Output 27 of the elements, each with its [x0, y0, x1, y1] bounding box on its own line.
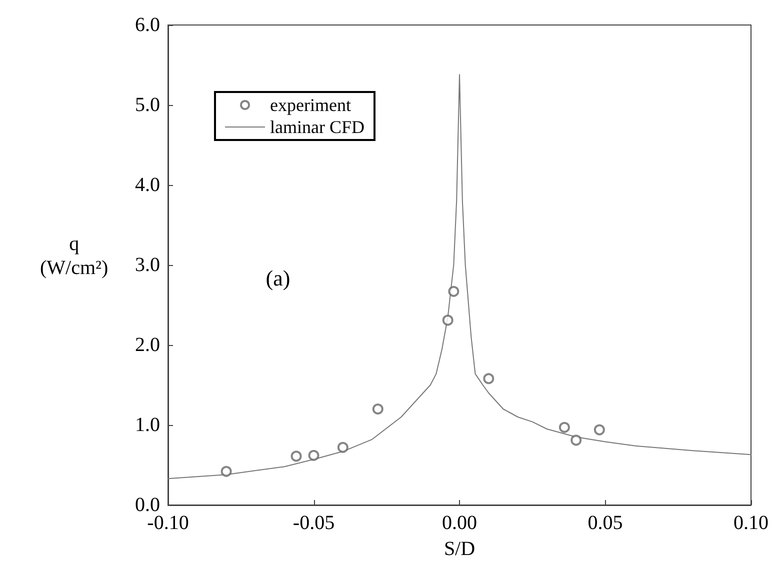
point — [483, 373, 494, 384]
x-tick-label: 0.05 — [588, 512, 623, 534]
legend-label: laminar CFD — [270, 117, 364, 137]
y-tick-label: 2.0 — [135, 334, 160, 356]
legend-label: experiment — [270, 95, 351, 115]
annotation: (a) — [266, 266, 290, 290]
x-tick-label: 0.10 — [734, 512, 768, 534]
point — [308, 450, 320, 461]
point — [290, 450, 302, 462]
y-tick-label: 3.0 — [135, 254, 160, 276]
y-tick-label: 1.0 — [135, 414, 160, 436]
y-axis-title: q (W/cm²) — [40, 233, 108, 279]
y-tick-label: 5.0 — [135, 94, 160, 116]
point — [442, 314, 454, 326]
x-tick-label: -0.05 — [292, 512, 335, 534]
point — [220, 466, 232, 477]
line-series — [168, 74, 752, 480]
point — [594, 424, 605, 436]
y-tick-label: 6.0 — [135, 14, 160, 36]
x-axis-title: S/D — [444, 538, 476, 560]
point — [448, 286, 460, 297]
y-tick-label: 4.0 — [135, 174, 160, 196]
x-tick-label: 0.00 — [442, 512, 477, 534]
point — [558, 422, 570, 433]
point — [337, 442, 348, 453]
point — [570, 434, 582, 446]
point — [372, 404, 384, 414]
